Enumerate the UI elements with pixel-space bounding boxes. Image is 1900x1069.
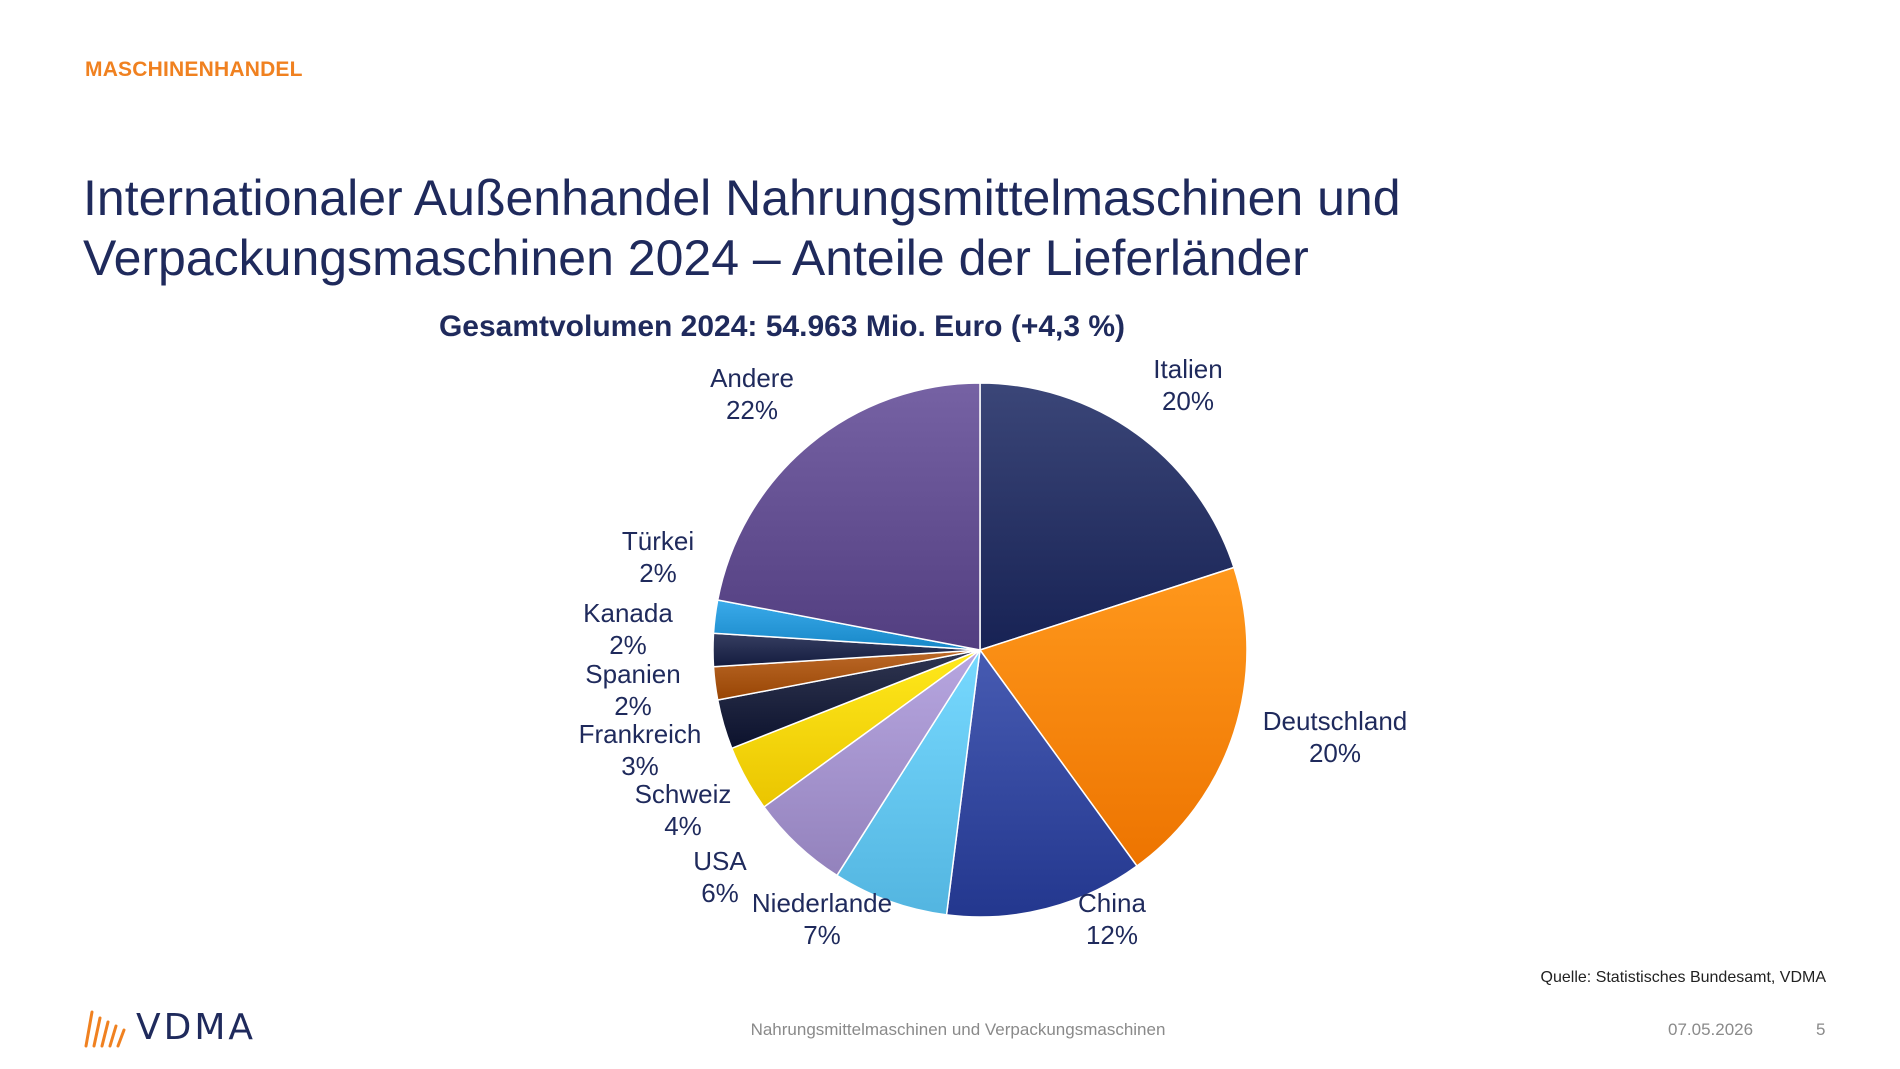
pie-label-andere: Andere [710, 363, 794, 393]
pie-label-china: China [1078, 888, 1146, 918]
pie-value-frankreich: 3% [621, 751, 659, 781]
page-title: Internationaler Außenhandel Nahrungsmitt… [83, 168, 1733, 288]
source-note: Quelle: Statistisches Bundesamt, VDMA [1540, 969, 1826, 986]
pie-label-deutschland: Deutschland [1263, 706, 1408, 736]
vdma-logo-icon [84, 1010, 126, 1048]
pie-slice-china [945, 648, 1138, 918]
page-title-line-1: Internationaler Außenhandel Nahrungsmitt… [83, 170, 1401, 226]
pie-value-deutschland: 20% [1309, 738, 1361, 768]
pie-label-schweiz: Schweiz [635, 779, 732, 809]
pie-value-kanada: 2% [609, 630, 647, 660]
pie-slice-andere [716, 382, 981, 651]
pie-value-china: 12% [1086, 920, 1138, 950]
pie-value-italien: 20% [1162, 386, 1214, 416]
section-label: MASCHINENHANDEL [85, 58, 303, 81]
pie-value-schweiz: 4% [664, 811, 702, 841]
chart-title: Gesamtvolumen 2024: 54.963 Mio. Euro (+4… [438, 310, 1126, 343]
pie-slice-deutschland [978, 566, 1248, 868]
pie-label-frankreich: Frankreich [579, 719, 702, 749]
page-number: 5 [1816, 1020, 1826, 1039]
pie-value-usa: 6% [701, 878, 739, 908]
vdma-logo: VDMA [82, 1006, 256, 1048]
vdma-logo-text: VDMA [136, 1006, 257, 1048]
footer-date: 07.05.2026 [1668, 1020, 1754, 1039]
pie-label-italien: Italien [1153, 354, 1222, 384]
page-title-line-2: Verpackungsmaschinen 2024 – Anteile der … [83, 230, 1309, 286]
pie-value-spanien: 2% [614, 691, 652, 721]
pie-label-spanien: Spanien [585, 659, 680, 689]
pie-slice-niederlande [835, 649, 981, 916]
pie-label-kanada: Kanada [583, 598, 673, 628]
footer-topic-container: Nahrungsmittelmaschinen und Verpackungsm… [0, 1020, 1900, 1040]
footer-topic: Nahrungsmittelmaschinen und Verpackungsm… [750, 1020, 1166, 1039]
pie-value-türkei: 2% [639, 558, 677, 588]
pie-value-niederlande: 7% [803, 920, 841, 950]
pie-label-türkei: Türkei [622, 526, 694, 556]
pie-label-usa: USA [693, 846, 747, 876]
pie-slice-italien [979, 382, 1235, 652]
pie-slices [712, 382, 1248, 918]
pie-value-andere: 22% [726, 395, 778, 425]
pie-label-niederlande: Niederlande [752, 888, 892, 918]
chart-title-container: Gesamtvolumen 2024: 54.963 Mio. Euro (+4… [0, 310, 1900, 344]
pie-labels: Italien20%Deutschland20%China12%Niederla… [579, 354, 1408, 950]
